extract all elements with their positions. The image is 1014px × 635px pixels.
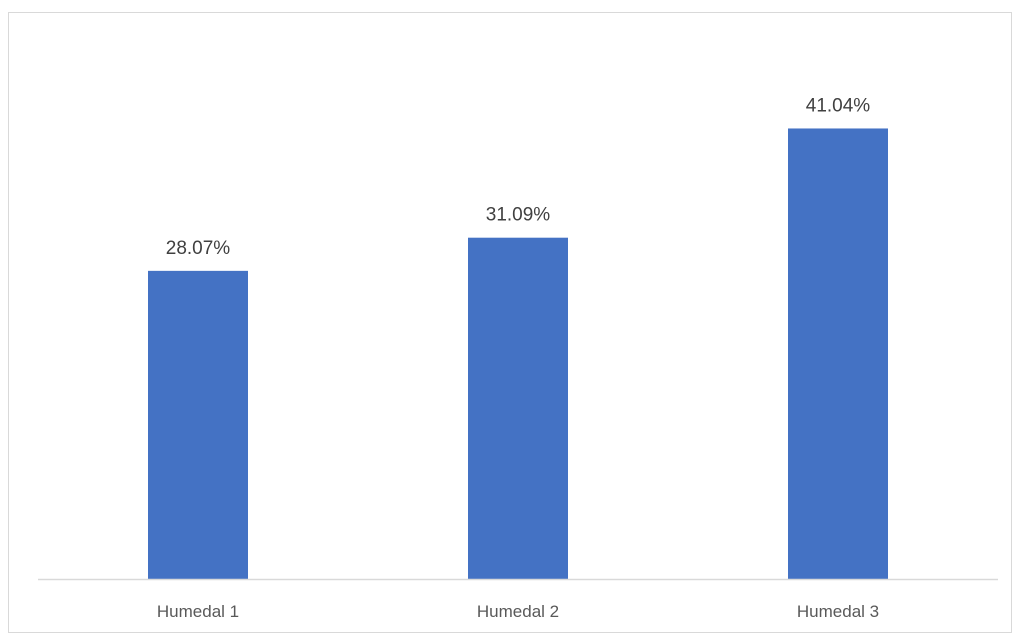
data-labels-layer: 28.07% 31.09% 41.04% <box>166 95 871 258</box>
bars-layer <box>148 128 888 580</box>
bar-2 <box>468 237 568 580</box>
x-tick-label-1: Humedal 1 <box>157 602 239 621</box>
x-tick-label-3: Humedal 3 <box>797 602 879 621</box>
x-tick-label-2: Humedal 2 <box>477 602 559 621</box>
x-tick-labels-layer: Humedal 1 Humedal 2 Humedal 3 <box>157 602 879 621</box>
bar-1 <box>148 270 248 579</box>
bar-3 <box>788 128 888 580</box>
data-label-3: 41.04% <box>806 95 871 116</box>
data-label-1: 28.07% <box>166 238 231 259</box>
data-label-2: 31.09% <box>486 205 551 226</box>
